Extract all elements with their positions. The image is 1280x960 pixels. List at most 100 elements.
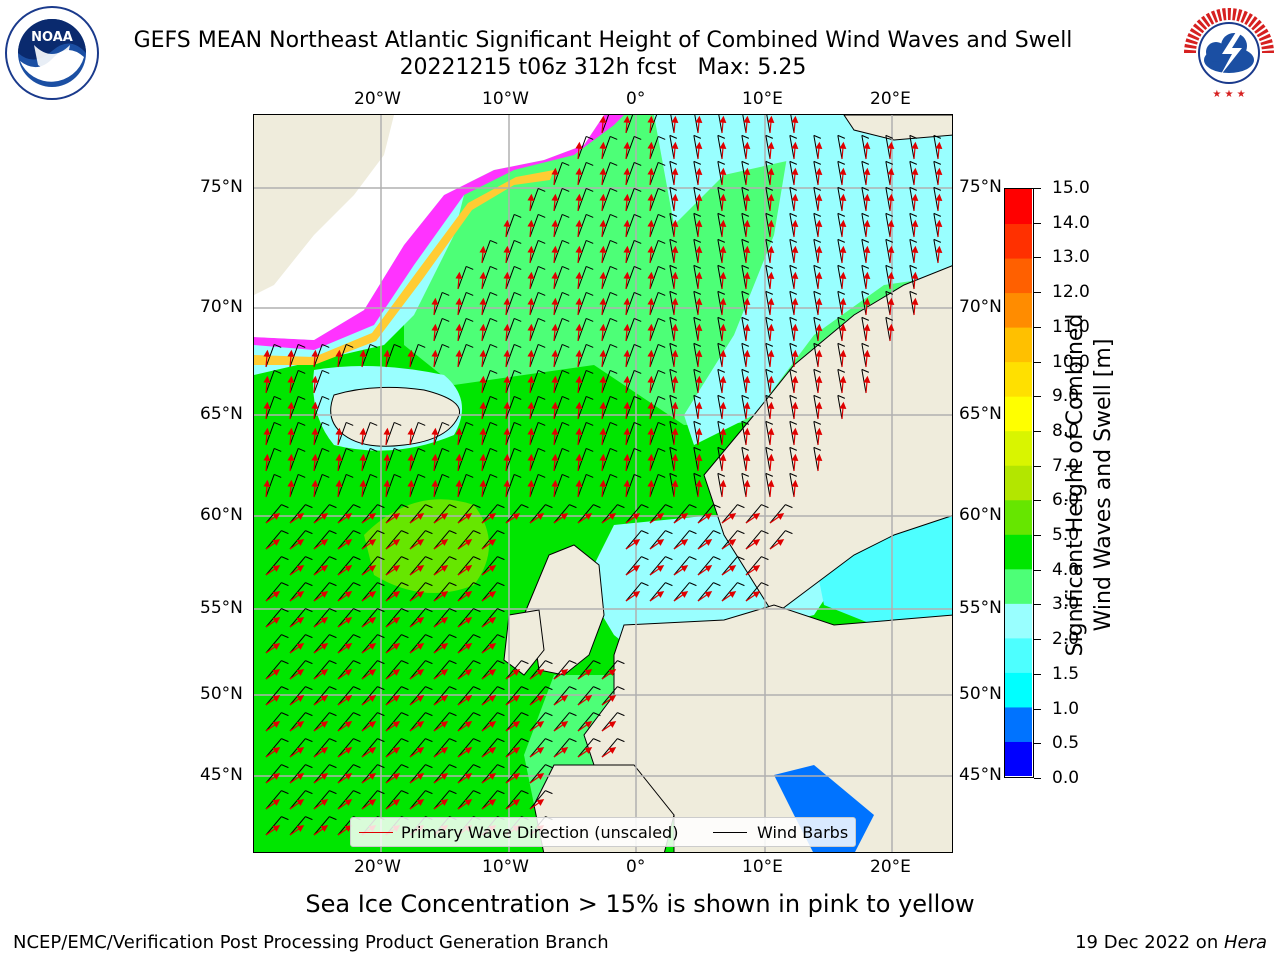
wave-direction-arrowhead xyxy=(320,591,329,598)
wind-barb-flag xyxy=(689,504,697,509)
wave-direction-arrowhead xyxy=(575,453,583,461)
wind-barb-flag xyxy=(305,608,313,613)
wind-barb xyxy=(625,474,635,498)
wind-barb xyxy=(529,396,539,420)
wind-barb-flag xyxy=(497,738,505,743)
wind-barb xyxy=(289,504,306,524)
wind-barb-flag xyxy=(329,556,337,561)
wind-barb-flag xyxy=(785,504,793,509)
wind-barb-flag xyxy=(425,686,433,691)
wave-direction-arrowhead xyxy=(911,271,919,279)
wave-direction-arrowhead xyxy=(695,297,703,305)
wind-barb xyxy=(553,396,563,420)
wind-barb-flag xyxy=(329,660,337,665)
wind-barb-flag xyxy=(861,316,870,321)
wave-direction-arrowhead xyxy=(488,617,497,624)
wave-direction-arrowhead xyxy=(368,747,377,754)
wind-barb xyxy=(481,790,498,810)
wind-barb xyxy=(265,344,275,368)
wind-barb xyxy=(789,369,795,394)
wind-barb-flag xyxy=(473,764,481,769)
colorbar-segment xyxy=(1005,223,1032,259)
lat-tick-left-75n: 75°N xyxy=(200,177,243,197)
lat-tick-right-45n: 45°N xyxy=(959,765,1002,785)
wind-barb xyxy=(813,395,819,420)
wave-direction-arrowhead xyxy=(431,349,439,357)
wind-barb xyxy=(433,738,450,758)
wind-barb-flag xyxy=(497,504,505,509)
wave-direction-arrowhead xyxy=(608,513,617,520)
colorbar xyxy=(1004,188,1034,778)
wind-barb-flag xyxy=(298,395,306,400)
wave-direction-arrowhead xyxy=(272,773,281,780)
wind-barb xyxy=(813,135,819,160)
wind-barb-flag xyxy=(885,160,894,165)
wind-barb xyxy=(553,686,570,706)
wind-barb-flag xyxy=(737,504,745,509)
wind-barb-flag xyxy=(717,446,726,451)
wind-barb xyxy=(693,265,699,290)
wind-barb xyxy=(577,474,587,498)
wave-direction-arrowhead xyxy=(767,219,775,227)
wave-direction-arrowhead xyxy=(599,193,607,201)
wind-barb xyxy=(385,660,402,680)
wave-direction-arrowhead xyxy=(296,643,305,650)
wind-barb-flag xyxy=(497,634,505,639)
wind-barb xyxy=(313,764,330,784)
wind-barb-flag xyxy=(593,738,601,743)
wave-direction-arrowhead xyxy=(512,799,521,806)
wave-direction-arrowhead xyxy=(695,245,703,253)
wind-barb xyxy=(933,161,939,186)
wind-barb xyxy=(765,161,771,186)
wave-direction-arrowhead xyxy=(647,349,655,357)
wave-direction-arrowhead xyxy=(416,799,425,806)
wave-direction-arrowhead xyxy=(272,617,281,624)
wind-barb xyxy=(289,556,306,576)
wind-barb xyxy=(837,161,843,186)
wave-direction-arrowhead xyxy=(767,427,775,435)
wind-barb xyxy=(481,422,491,446)
wind-barb xyxy=(649,240,659,264)
wind-barb xyxy=(693,343,699,368)
wind-barb xyxy=(625,214,635,238)
lon-tick-bottom-20e: 20°E xyxy=(870,857,911,877)
wind-barb xyxy=(693,213,699,238)
wind-barb-flag xyxy=(281,504,289,509)
wave-direction-arrowhead xyxy=(839,141,847,149)
wind-barb xyxy=(265,556,282,576)
wave-direction-arrowhead xyxy=(536,799,545,806)
wave-direction-arrowhead xyxy=(527,323,535,331)
wave-direction-arrowhead xyxy=(464,539,473,546)
wave-direction-arrowhead xyxy=(584,669,593,676)
wind-barb xyxy=(457,712,474,732)
wave-direction-arrowhead xyxy=(695,167,703,175)
wind-barb-flag xyxy=(538,265,546,270)
wind-barb xyxy=(669,239,675,264)
wave-direction-arrowhead xyxy=(656,565,665,572)
wind-barb-flag xyxy=(377,660,385,665)
wave-direction-arrowhead xyxy=(527,401,535,409)
wind-barb xyxy=(649,292,659,316)
wave-direction-arrowhead xyxy=(767,401,775,409)
wave-direction-arrowhead xyxy=(392,643,401,650)
wave-direction-arrowhead xyxy=(695,375,703,383)
wind-barb-flag xyxy=(765,238,774,243)
wave-direction-arrowhead xyxy=(488,513,497,520)
wind-barb xyxy=(505,504,522,524)
wave-direction-arrowhead xyxy=(728,513,737,520)
wind-barb xyxy=(553,318,563,342)
wave-direction-arrowhead xyxy=(791,427,799,435)
wind-barb-flag xyxy=(813,290,822,295)
wind-barb-flag xyxy=(466,265,474,270)
wind-barb-flag xyxy=(813,420,822,425)
wave-direction-arrowhead xyxy=(671,427,679,435)
wind-barb xyxy=(649,448,659,472)
wind-barb-flag xyxy=(281,634,289,639)
wave-direction-arrowhead xyxy=(767,271,775,279)
wave-direction-arrowhead xyxy=(647,167,655,175)
wave-direction-arrowhead xyxy=(839,245,847,253)
wave-direction-arrowhead xyxy=(647,115,655,123)
wind-barb-flag xyxy=(514,421,522,426)
wave-direction-arrowhead xyxy=(455,297,463,305)
wind-barb xyxy=(717,239,723,264)
